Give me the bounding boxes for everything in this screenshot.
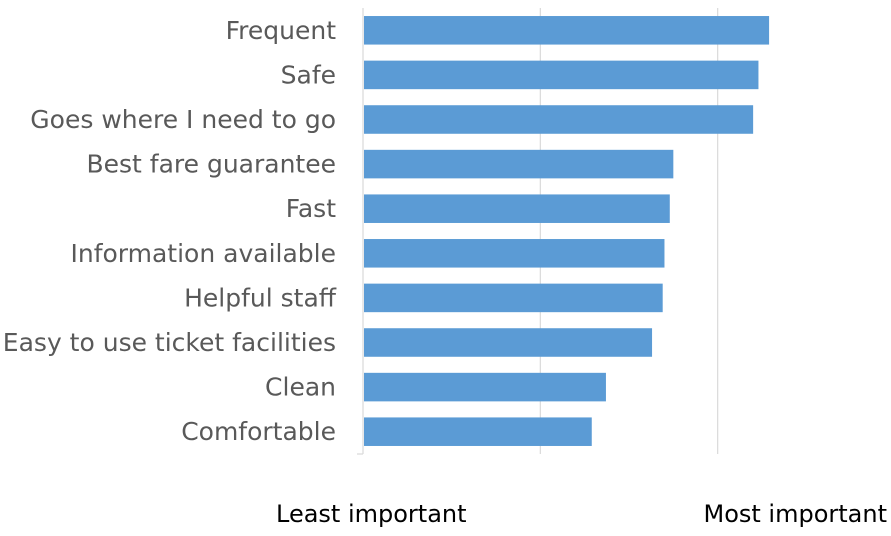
bar-9: [364, 417, 592, 446]
category-label-7: Easy to use ticket facilities: [3, 328, 336, 357]
x-axis-right-label: Most important: [703, 500, 887, 528]
bar-0: [364, 16, 770, 45]
bar-1: [364, 60, 759, 90]
bar-6: [364, 283, 663, 313]
category-label-5: Information available: [70, 239, 336, 268]
bar-7: [364, 328, 653, 357]
bar-2: [364, 105, 754, 134]
category-label-9: Comfortable: [181, 417, 336, 446]
bar-4: [364, 194, 670, 223]
category-label-0: Frequent: [226, 16, 337, 45]
bar-3: [364, 149, 674, 179]
bars: [364, 16, 770, 446]
category-label-6: Helpful staff: [184, 283, 337, 312]
category-label-3: Best fare guarantee: [86, 150, 336, 179]
axis: [357, 8, 364, 455]
category-label-1: Safe: [281, 60, 336, 89]
bar-8: [364, 372, 606, 402]
category-labels: Frequent Safe Goes where I need to go Best …: [3, 16, 337, 446]
category-label-8: Clean: [265, 373, 336, 402]
x-axis-left-label: Least important: [276, 500, 467, 528]
category-label-2: Goes where I need to go: [30, 105, 336, 134]
category-label-4: Fast: [286, 194, 336, 223]
bar-5: [364, 239, 665, 268]
